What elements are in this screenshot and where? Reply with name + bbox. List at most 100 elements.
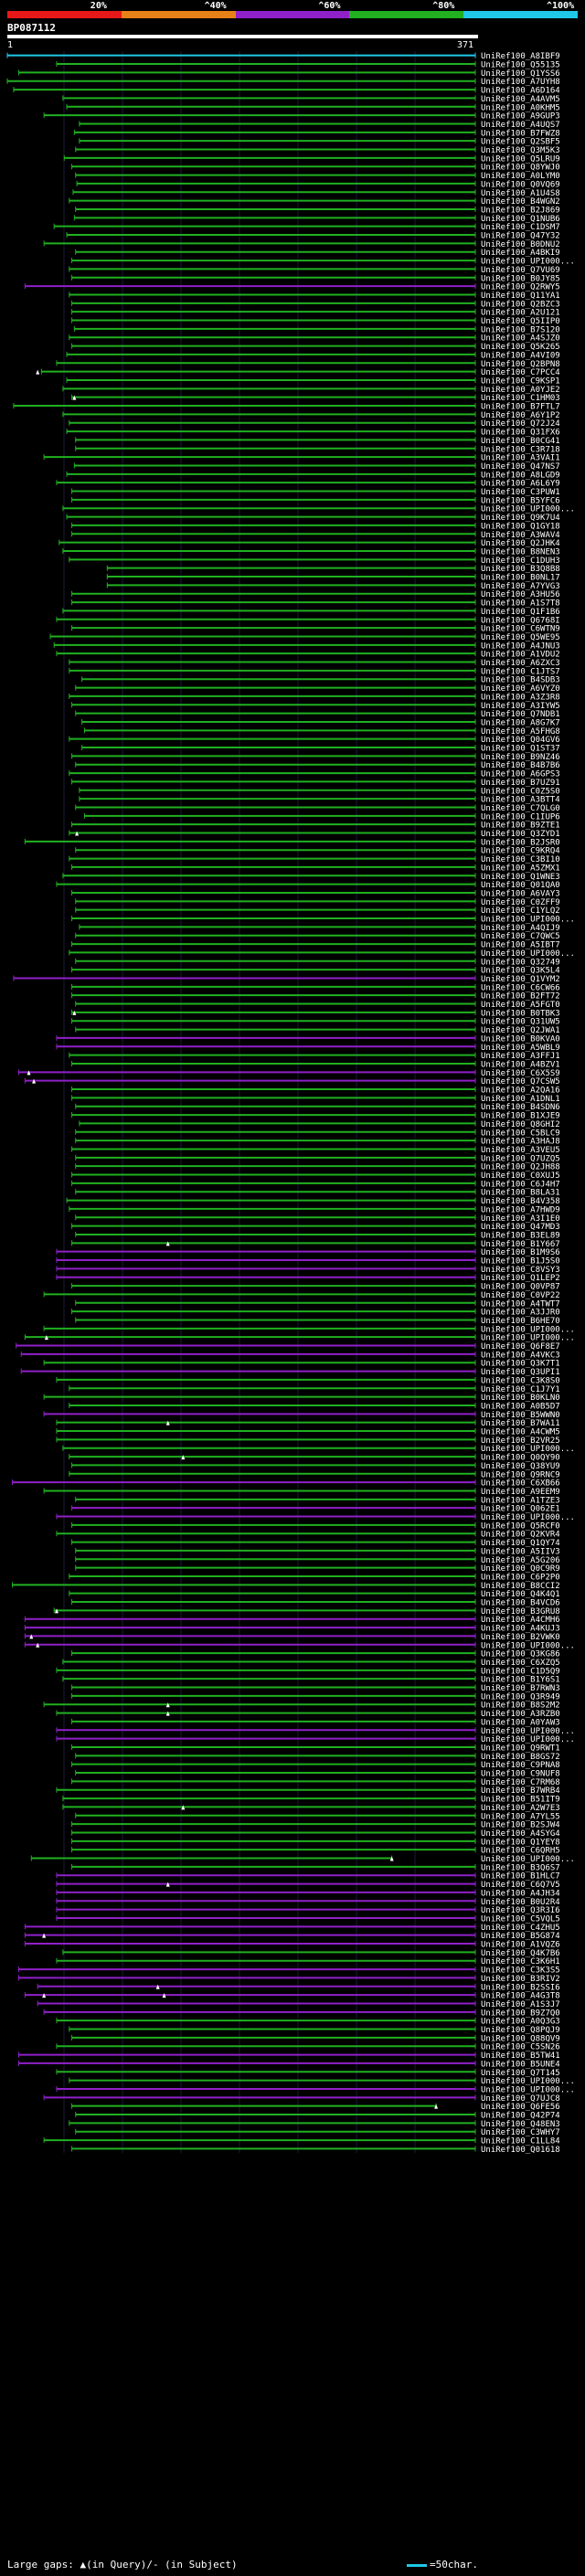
hit-label: UniRef100_B1HLC7 bbox=[481, 1872, 560, 1882]
hit-label: UniRef100_UPI000... bbox=[481, 1334, 575, 1343]
hit-label: UniRef100_B8CCI2 bbox=[481, 1582, 560, 1591]
hit-label: UniRef100_Q72J24 bbox=[481, 419, 560, 429]
hit-label: UniRef100_B4SDN6 bbox=[481, 1103, 560, 1112]
hit-label: UniRef100_A6Y1P2 bbox=[481, 411, 560, 420]
hit-label: UniRef100_A4BKI9 bbox=[481, 249, 560, 258]
hit-label: UniRef100_B7RWN3 bbox=[481, 1684, 560, 1693]
hit-label: UniRef100_C9KSP1 bbox=[481, 376, 560, 386]
hit-label: UniRef100_UPI000... bbox=[481, 1735, 575, 1744]
legend-segment bbox=[121, 11, 236, 18]
hit-label: UniRef100_Q7VU69 bbox=[481, 266, 560, 275]
hit-label: UniRef100_Q04GV6 bbox=[481, 736, 560, 745]
hit-label: UniRef100_B1XJE9 bbox=[481, 1112, 560, 1121]
hit-label: UniRef100_Q38YU9 bbox=[481, 1462, 560, 1471]
hit-label: UniRef100_A3VEU5 bbox=[481, 1146, 560, 1155]
hit-label: UniRef100_Q2JWA1 bbox=[481, 1026, 560, 1035]
hit-label: UniRef100_C1JTS7 bbox=[481, 667, 560, 676]
hit-label: UniRef100_A1VDU2 bbox=[481, 651, 560, 660]
hit-label: UniRef100_Q1VYM2 bbox=[481, 975, 560, 984]
hit-label: UniRef100_Q3UPI1 bbox=[481, 1368, 560, 1377]
gap-marker bbox=[42, 1933, 47, 1938]
hit-label: UniRef100_Q5LRU9 bbox=[481, 154, 560, 164]
hit-label: UniRef100_B0JY85 bbox=[481, 274, 560, 283]
hit-label: UniRef100_UPI000... bbox=[481, 2077, 575, 2086]
hit-label: UniRef100_B5UNE4 bbox=[481, 2060, 560, 2069]
hit-label: UniRef100_A5FGT0 bbox=[481, 1001, 560, 1010]
gap-marker bbox=[165, 1711, 170, 1716]
hit-label: UniRef100_C0ZFF9 bbox=[481, 898, 560, 907]
hit-label: UniRef100_B8NEN3 bbox=[481, 547, 560, 557]
hit-label: UniRef100_B8GS72 bbox=[481, 1753, 560, 1762]
hit-label: UniRef100_C6X5S9 bbox=[481, 1069, 560, 1078]
hit-label: UniRef100_Q2SBF5 bbox=[481, 138, 560, 147]
hit-label: UniRef100_A6D164 bbox=[481, 87, 560, 96]
gap-marker bbox=[181, 1455, 186, 1460]
hit-label: UniRef100_C3K8S0 bbox=[481, 1376, 560, 1385]
hit-label: UniRef100_C5SN26 bbox=[481, 2043, 560, 2052]
hit-label: UniRef100_A2QA16 bbox=[481, 1087, 560, 1096]
hit-label: UniRef100_Q3R3I6 bbox=[481, 1906, 560, 1915]
gap-marker bbox=[165, 1702, 170, 1708]
hit-label: UniRef100_A5G206 bbox=[481, 1556, 560, 1565]
hit-label: UniRef100_A1S3J7 bbox=[481, 2000, 560, 2009]
hit-label: UniRef100_B4VCD6 bbox=[481, 1599, 560, 1608]
hit-label: UniRef100_C6Q7V5 bbox=[481, 1881, 560, 1890]
hit-label: UniRef100_A4UQS7 bbox=[481, 121, 560, 130]
hit-label: UniRef100_A7UYH8 bbox=[481, 78, 560, 87]
hit-label: UniRef100_A3IYW5 bbox=[481, 702, 560, 711]
hit-label: UniRef100_Q7UZQ5 bbox=[481, 1154, 560, 1163]
hit-label: UniRef100_A3Z3R8 bbox=[481, 693, 560, 702]
hit-label: UniRef100_Q0VQ69 bbox=[481, 180, 560, 189]
hit-label: UniRef100_A6L6Y9 bbox=[481, 480, 560, 489]
hit-label: UniRef100_Q2JH88 bbox=[481, 1163, 560, 1172]
hit-label: UniRef100_A1VQZ6 bbox=[481, 1941, 560, 1950]
hit-label: UniRef100_UPI000... bbox=[481, 1325, 575, 1334]
hit-label: UniRef100_Q1YEY8 bbox=[481, 1838, 560, 1847]
gap-marker bbox=[36, 1642, 40, 1648]
hit-label: UniRef100_B8S2M2 bbox=[481, 1701, 560, 1711]
gap-marker bbox=[27, 1070, 31, 1076]
hit-label: UniRef100_A9GUP3 bbox=[481, 112, 560, 122]
hit-label: UniRef100_B7WRB4 bbox=[481, 1786, 560, 1796]
hit-label: UniRef100_C1LL84 bbox=[481, 2137, 560, 2147]
legend-label: ^60% bbox=[318, 1, 341, 11]
hit-label: UniRef100_A4KUJ3 bbox=[481, 1625, 560, 1634]
hit-label: UniRef100_B5YFC6 bbox=[481, 496, 560, 505]
hit-label: UniRef100_B2JSR0 bbox=[481, 838, 560, 847]
hit-label: UniRef100_A7YL55 bbox=[481, 1812, 560, 1821]
hit-label: UniRef100_A3RZB0 bbox=[481, 1710, 560, 1719]
legend-segment bbox=[463, 11, 578, 18]
gap-marker bbox=[42, 1993, 47, 1998]
hit-label: UniRef100_Q3ZYD1 bbox=[481, 830, 560, 839]
hit-label: UniRef100_A1U4S8 bbox=[481, 189, 560, 198]
gap-marker bbox=[165, 1241, 170, 1246]
hit-label: UniRef100_A4CMH6 bbox=[481, 1616, 560, 1625]
hit-label: UniRef100_B7S120 bbox=[481, 325, 560, 334]
hit-label: UniRef100_B0NL17 bbox=[481, 574, 560, 583]
gap-marker bbox=[54, 1608, 58, 1614]
hit-label: UniRef100_C1YLQ2 bbox=[481, 906, 560, 916]
hit-label: UniRef100_A9EEM9 bbox=[481, 1488, 560, 1497]
hit-label: UniRef100_B7FTL7 bbox=[481, 403, 560, 412]
gap-marker bbox=[181, 1805, 186, 1810]
hit-label: UniRef100_Q31FX6 bbox=[481, 429, 560, 438]
gap-marker bbox=[72, 1010, 77, 1015]
hit-label: UniRef100_UPI000... bbox=[481, 505, 575, 514]
hit-label: UniRef100_B5G874 bbox=[481, 1932, 560, 1941]
gap-marker bbox=[155, 1984, 160, 1989]
hit-label: UniRef100_B1J5S0 bbox=[481, 1257, 560, 1267]
hit-label: UniRef100_Q48EN3 bbox=[481, 2120, 560, 2129]
hit-label: UniRef100_A3FFJ1 bbox=[481, 1052, 560, 1061]
hit-label: UniRef100_C3WHY7 bbox=[481, 2128, 560, 2137]
hit-label: UniRef100_A8IBF9 bbox=[481, 52, 560, 61]
ruler-end-label: 371 bbox=[457, 40, 474, 50]
hit-label: UniRef100_Q2RWY5 bbox=[481, 283, 560, 292]
hit-label: UniRef100_UPI000... bbox=[481, 1513, 575, 1522]
hit-label: UniRef100_A2W7E3 bbox=[481, 1804, 560, 1813]
hit-label: UniRef100_C1IUP6 bbox=[481, 812, 560, 822]
legend-label: ^40% bbox=[204, 1, 227, 11]
hit-label: UniRef100_C5VQL5 bbox=[481, 1914, 560, 1924]
hit-label: UniRef100_A4VKC3 bbox=[481, 1351, 560, 1360]
hit-label: UniRef100_Q47Y32 bbox=[481, 232, 560, 241]
legend-segment bbox=[7, 11, 122, 18]
